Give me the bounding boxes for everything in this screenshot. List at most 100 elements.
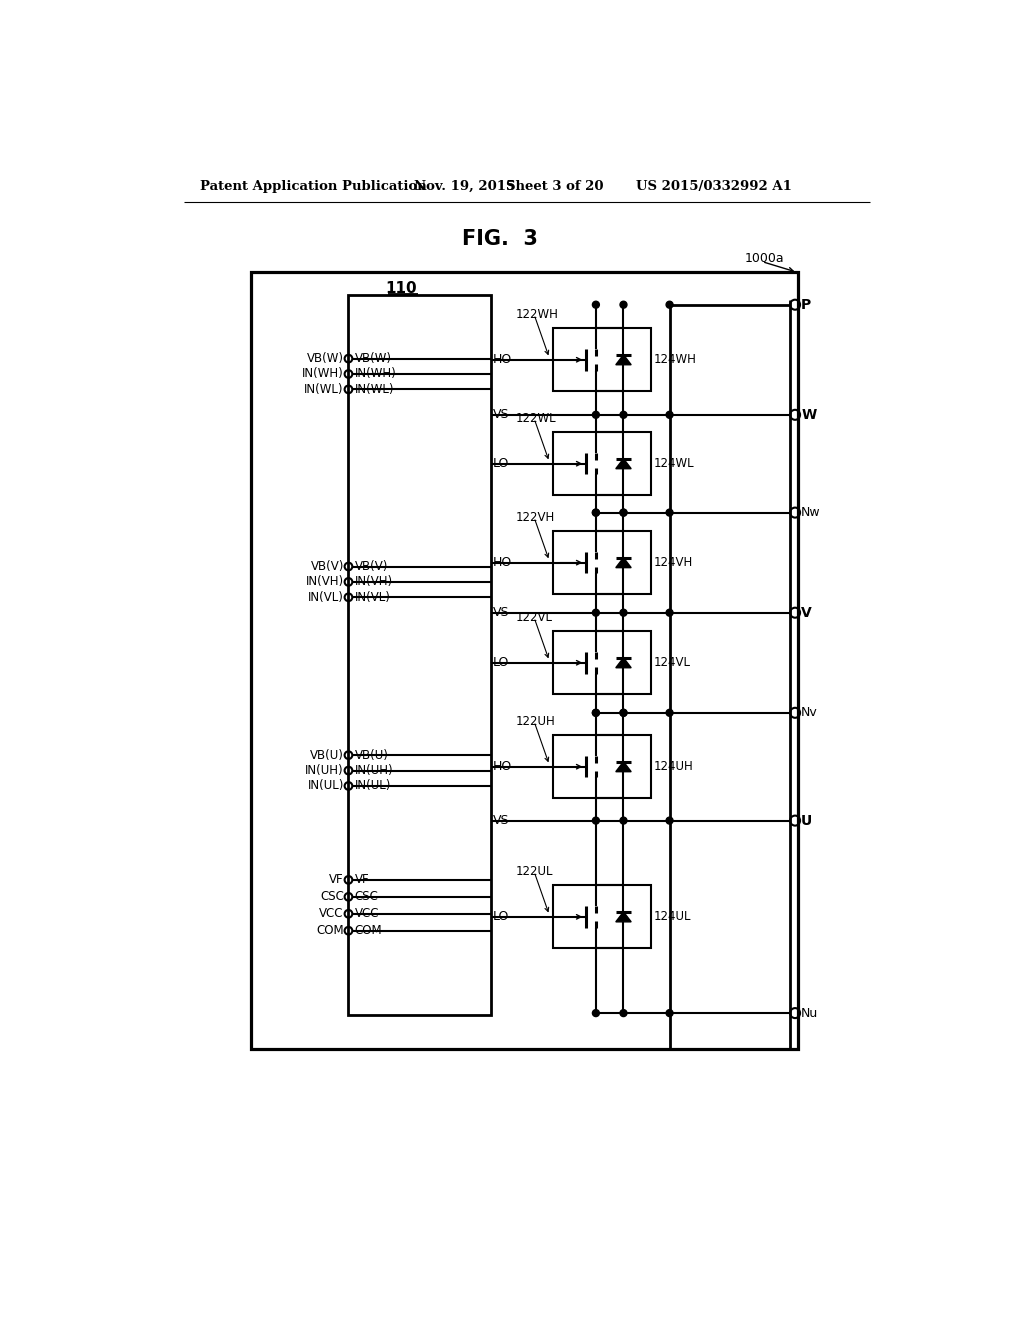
- Circle shape: [593, 817, 599, 824]
- Bar: [553, 432, 651, 495]
- Text: 124UH: 124UH: [654, 760, 694, 774]
- Text: HO: HO: [494, 760, 512, 774]
- Polygon shape: [615, 355, 631, 364]
- Bar: [348, 294, 490, 1015]
- Text: VB(U): VB(U): [354, 748, 388, 762]
- Circle shape: [666, 412, 673, 418]
- Text: HO: HO: [494, 354, 512, 366]
- Text: V: V: [801, 606, 812, 619]
- Text: 122VL: 122VL: [515, 611, 553, 624]
- Circle shape: [593, 610, 599, 616]
- Text: 122WL: 122WL: [515, 412, 556, 425]
- Circle shape: [620, 709, 627, 717]
- Circle shape: [666, 709, 673, 717]
- Text: IN(VL): IN(VL): [354, 591, 390, 603]
- Text: HO: HO: [494, 556, 512, 569]
- Circle shape: [620, 817, 627, 824]
- Text: 124VH: 124VH: [654, 556, 693, 569]
- Text: IN(UL): IN(UL): [354, 779, 391, 792]
- Circle shape: [666, 510, 673, 516]
- Text: 1000a: 1000a: [745, 252, 784, 265]
- Text: Nov. 19, 2015: Nov. 19, 2015: [414, 180, 515, 193]
- Text: VS: VS: [494, 606, 510, 619]
- Circle shape: [666, 610, 673, 616]
- Bar: [553, 531, 651, 594]
- Text: LO: LO: [494, 457, 510, 470]
- Bar: [553, 631, 651, 694]
- Circle shape: [666, 817, 673, 824]
- Polygon shape: [615, 762, 631, 772]
- Text: FIG.  3: FIG. 3: [462, 230, 538, 249]
- Circle shape: [593, 412, 599, 418]
- Text: LO: LO: [494, 656, 510, 669]
- Text: IN(WH): IN(WH): [302, 367, 344, 380]
- Bar: [553, 886, 651, 949]
- Text: IN(VH): IN(VH): [306, 576, 344, 589]
- Text: IN(WH): IN(WH): [354, 367, 396, 380]
- Text: 124WH: 124WH: [654, 354, 697, 366]
- Text: Sheet 3 of 20: Sheet 3 of 20: [506, 180, 604, 193]
- Text: COM: COM: [316, 924, 344, 937]
- Text: 122UL: 122UL: [515, 865, 553, 878]
- Text: Nw: Nw: [801, 506, 821, 519]
- Polygon shape: [615, 657, 631, 668]
- Text: Nu: Nu: [801, 1007, 818, 1019]
- Text: IN(VL): IN(VL): [308, 591, 344, 603]
- Circle shape: [620, 709, 627, 717]
- Circle shape: [593, 510, 599, 516]
- Text: 124UL: 124UL: [654, 911, 691, 924]
- Text: VB(V): VB(V): [310, 560, 344, 573]
- Text: IN(VH): IN(VH): [354, 576, 393, 589]
- Circle shape: [593, 1010, 599, 1016]
- Text: VS: VS: [494, 408, 510, 421]
- Circle shape: [593, 709, 599, 717]
- Text: COM: COM: [354, 924, 382, 937]
- Polygon shape: [615, 912, 631, 921]
- Text: IN(WL): IN(WL): [304, 383, 344, 396]
- Text: US 2015/0332992 A1: US 2015/0332992 A1: [636, 180, 792, 193]
- Text: VF: VF: [330, 874, 344, 887]
- Text: 122VH: 122VH: [515, 511, 555, 524]
- Bar: [252, 272, 798, 1049]
- Circle shape: [620, 301, 627, 308]
- Text: 122UH: 122UH: [515, 714, 555, 727]
- Bar: [553, 329, 651, 391]
- Text: IN(UL): IN(UL): [307, 779, 344, 792]
- Circle shape: [593, 510, 599, 516]
- Circle shape: [620, 610, 627, 616]
- Bar: [553, 735, 651, 799]
- Text: VCC: VCC: [319, 907, 344, 920]
- Text: IN(UH): IN(UH): [305, 764, 344, 777]
- Text: CSC: CSC: [354, 890, 379, 903]
- Text: IN(UH): IN(UH): [354, 764, 393, 777]
- Circle shape: [593, 301, 599, 308]
- Circle shape: [666, 301, 673, 308]
- Circle shape: [620, 412, 627, 418]
- Text: W: W: [801, 408, 816, 422]
- Circle shape: [593, 709, 599, 717]
- Text: IN(WL): IN(WL): [354, 383, 394, 396]
- Polygon shape: [615, 557, 631, 568]
- Text: VB(W): VB(W): [307, 352, 344, 366]
- Text: VB(V): VB(V): [354, 560, 388, 573]
- Circle shape: [666, 1010, 673, 1016]
- Text: Patent Application Publication: Patent Application Publication: [200, 180, 427, 193]
- Text: VCC: VCC: [354, 907, 379, 920]
- Text: 124WL: 124WL: [654, 457, 695, 470]
- Text: VS: VS: [494, 814, 510, 828]
- Text: P: P: [801, 298, 811, 312]
- Circle shape: [620, 1010, 627, 1016]
- Text: Nv: Nv: [801, 706, 818, 719]
- Text: VB(W): VB(W): [354, 352, 391, 366]
- Polygon shape: [615, 459, 631, 469]
- Text: VF: VF: [354, 874, 370, 887]
- Text: LO: LO: [494, 911, 510, 924]
- Text: 110: 110: [385, 281, 417, 296]
- Text: 124VL: 124VL: [654, 656, 691, 669]
- Circle shape: [620, 510, 627, 516]
- Text: CSC: CSC: [319, 890, 344, 903]
- Text: U: U: [801, 813, 812, 828]
- Text: VB(U): VB(U): [310, 748, 344, 762]
- Circle shape: [620, 510, 627, 516]
- Text: 122WH: 122WH: [515, 308, 558, 321]
